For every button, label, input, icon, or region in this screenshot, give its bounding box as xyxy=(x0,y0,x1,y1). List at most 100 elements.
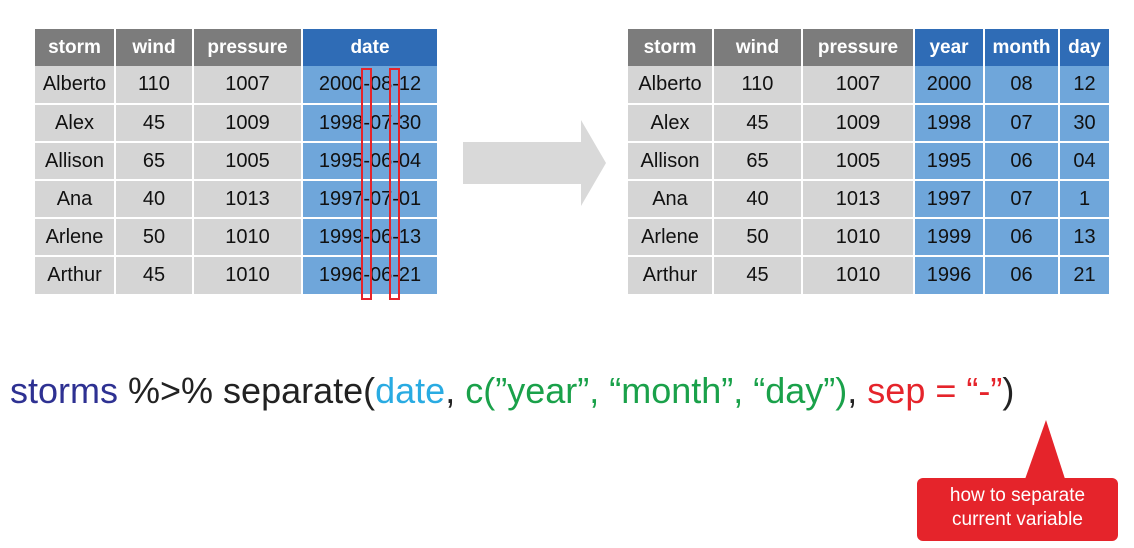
cell-date: 1995-06-04 xyxy=(302,142,437,181)
cell-wind: 65 xyxy=(713,142,803,181)
table-row: Arthur 45 1010 1996 06 21 xyxy=(628,256,1109,294)
table-row: Arlene 50 1010 1999 06 13 xyxy=(628,218,1109,257)
code-close-paren: ) xyxy=(1002,370,1015,411)
cell-pressure: 1010 xyxy=(193,256,303,294)
cell-year: 1997 xyxy=(914,180,985,219)
cell-day: 1 xyxy=(1059,180,1109,219)
cell-year: 1998 xyxy=(914,104,985,143)
callout-line-2: current variable xyxy=(952,509,1083,530)
cell-month: 06 xyxy=(984,256,1060,294)
table-row: Alex 45 1009 1998-07-30 xyxy=(35,104,437,143)
cell-storm: Arthur xyxy=(35,256,116,294)
cell-month: 06 xyxy=(984,142,1060,181)
callout-note: how to separate current variable xyxy=(917,478,1118,541)
code-comma: , xyxy=(847,370,868,411)
table-row: Ana 40 1013 1997-07-01 xyxy=(35,180,437,219)
cell-month: 06 xyxy=(984,218,1060,257)
cell-wind: 50 xyxy=(713,218,803,257)
column-header-storm: storm xyxy=(35,29,116,66)
column-header-pressure: pressure xyxy=(802,29,915,66)
table-header-row: storm wind pressure year month day xyxy=(628,29,1109,66)
code-data-name: storms xyxy=(10,370,118,411)
column-header-storm: storm xyxy=(628,29,714,66)
cell-storm: Arlene xyxy=(35,218,116,257)
cell-storm: Alex xyxy=(35,104,116,143)
cell-day: 12 xyxy=(1059,66,1109,105)
cell-pressure: 1007 xyxy=(193,66,303,105)
separator-highlight-box xyxy=(361,68,372,300)
cell-storm: Alberto xyxy=(35,66,116,105)
table-row: Arthur 45 1010 1996-06-21 xyxy=(35,256,437,294)
cell-date: 1998-07-30 xyxy=(302,104,437,143)
cell-wind: 45 xyxy=(115,104,194,143)
cell-wind: 40 xyxy=(713,180,803,219)
cell-storm: Allison xyxy=(628,142,714,181)
output-table: storm wind pressure year month day Alber… xyxy=(628,29,1109,294)
column-header-year: year xyxy=(914,29,985,66)
cell-wind: 45 xyxy=(115,256,194,294)
code-sep-argument: sep = “-” xyxy=(867,370,1003,411)
right-arrow-icon xyxy=(463,120,606,206)
cell-month: 07 xyxy=(984,180,1060,219)
separator-highlights xyxy=(302,68,437,300)
table-row: Arlene 50 1010 1999-06-13 xyxy=(35,218,437,257)
cell-year: 1995 xyxy=(914,142,985,181)
code-column-argument: date xyxy=(375,370,446,411)
cell-wind: 65 xyxy=(115,142,194,181)
column-header-date: date xyxy=(302,29,437,66)
cell-month: 07 xyxy=(984,104,1060,143)
cell-storm: Alberto xyxy=(628,66,714,105)
table-row: Alex 45 1009 1998 07 30 xyxy=(628,104,1109,143)
cell-pressure: 1010 xyxy=(802,256,915,294)
table-row: Allison 65 1005 1995 06 04 xyxy=(628,142,1109,181)
cell-storm: Arlene xyxy=(628,218,714,257)
cell-day: 13 xyxy=(1059,218,1109,257)
cell-wind: 110 xyxy=(713,66,803,105)
cell-day: 04 xyxy=(1059,142,1109,181)
cell-year: 2000 xyxy=(914,66,985,105)
table-row: Ana 40 1013 1997 07 1 xyxy=(628,180,1109,219)
cell-wind: 50 xyxy=(115,218,194,257)
cell-pressure: 1009 xyxy=(802,104,915,143)
separator-highlight-box xyxy=(389,68,400,300)
code-into-argument: c(”year”, “month”, “day”) xyxy=(465,370,848,411)
cell-pressure: 1010 xyxy=(802,218,915,257)
cell-pressure: 1005 xyxy=(802,142,915,181)
cell-year: 1999 xyxy=(914,218,985,257)
cell-pressure: 1013 xyxy=(193,180,303,219)
callout-line-1: how to separate xyxy=(949,485,1086,506)
column-header-wind: wind xyxy=(115,29,194,66)
cell-pressure: 1010 xyxy=(193,218,303,257)
callout-pointer-icon xyxy=(1024,420,1066,482)
input-table: storm wind pressure date Alberto 110 100… xyxy=(35,29,437,294)
cell-storm: Ana xyxy=(628,180,714,219)
cell-day: 30 xyxy=(1059,104,1109,143)
cell-storm: Alex xyxy=(628,104,714,143)
column-header-pressure: pressure xyxy=(193,29,303,66)
code-function-call: %>% separate( xyxy=(118,370,376,411)
column-header-wind: wind xyxy=(713,29,803,66)
table-row: Allison 65 1005 1995-06-04 xyxy=(35,142,437,181)
cell-pressure: 1013 xyxy=(802,180,915,219)
cell-storm: Ana xyxy=(35,180,116,219)
cell-storm: Allison xyxy=(35,142,116,181)
cell-pressure: 1009 xyxy=(193,104,303,143)
cell-year: 1996 xyxy=(914,256,985,294)
cell-day: 21 xyxy=(1059,256,1109,294)
code-expression: storms %>% separate(date, c(”year”, “mon… xyxy=(10,369,1134,413)
cell-storm: Arthur xyxy=(628,256,714,294)
cell-wind: 45 xyxy=(713,104,803,143)
cell-wind: 40 xyxy=(115,180,194,219)
cell-date: 1999-06-13 xyxy=(302,218,437,257)
cell-date: 1997-07-01 xyxy=(302,180,437,219)
column-header-month: month xyxy=(984,29,1060,66)
cell-pressure: 1005 xyxy=(193,142,303,181)
cell-pressure: 1007 xyxy=(802,66,915,105)
code-comma: , xyxy=(445,370,466,411)
cell-wind: 45 xyxy=(713,256,803,294)
cell-month: 08 xyxy=(984,66,1060,105)
column-header-day: day xyxy=(1059,29,1109,66)
table-header-row: storm wind pressure date xyxy=(35,29,437,66)
table-row: Alberto 110 1007 2000 08 12 xyxy=(628,66,1109,105)
cell-wind: 110 xyxy=(115,66,194,105)
